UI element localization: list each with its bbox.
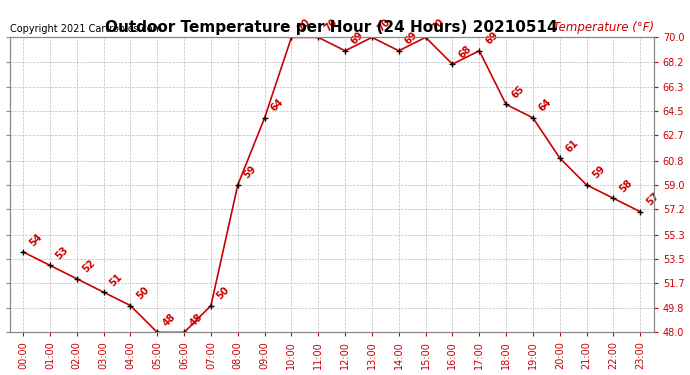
Text: 50: 50 — [135, 285, 151, 302]
Text: 61: 61 — [564, 137, 580, 154]
Text: 54: 54 — [27, 231, 43, 248]
Text: 70: 70 — [430, 17, 446, 33]
Text: 69: 69 — [483, 30, 500, 47]
Text: 64: 64 — [537, 97, 553, 114]
Text: 70: 70 — [295, 17, 312, 33]
Text: 52: 52 — [81, 258, 97, 275]
Text: 57: 57 — [644, 191, 661, 208]
Text: 53: 53 — [54, 245, 70, 261]
Text: 51: 51 — [108, 272, 124, 288]
Text: 70: 70 — [376, 17, 393, 33]
Text: 58: 58 — [618, 178, 634, 194]
Text: 59: 59 — [591, 164, 607, 181]
Text: Copyright 2021 Cartronics.com: Copyright 2021 Cartronics.com — [10, 24, 162, 34]
Text: Temperature (°F): Temperature (°F) — [553, 21, 653, 34]
Text: 50: 50 — [215, 285, 232, 302]
Title: Outdoor Temperature per Hour (24 Hours) 20210514: Outdoor Temperature per Hour (24 Hours) … — [106, 20, 558, 35]
Text: 48: 48 — [188, 312, 205, 328]
Text: 48: 48 — [161, 312, 178, 328]
Text: 65: 65 — [510, 84, 526, 100]
Text: 68: 68 — [457, 44, 473, 60]
Text: 69: 69 — [403, 30, 420, 47]
Text: 59: 59 — [241, 164, 259, 181]
Text: 64: 64 — [268, 97, 285, 114]
Text: 69: 69 — [349, 30, 366, 47]
Text: 70: 70 — [322, 17, 339, 33]
